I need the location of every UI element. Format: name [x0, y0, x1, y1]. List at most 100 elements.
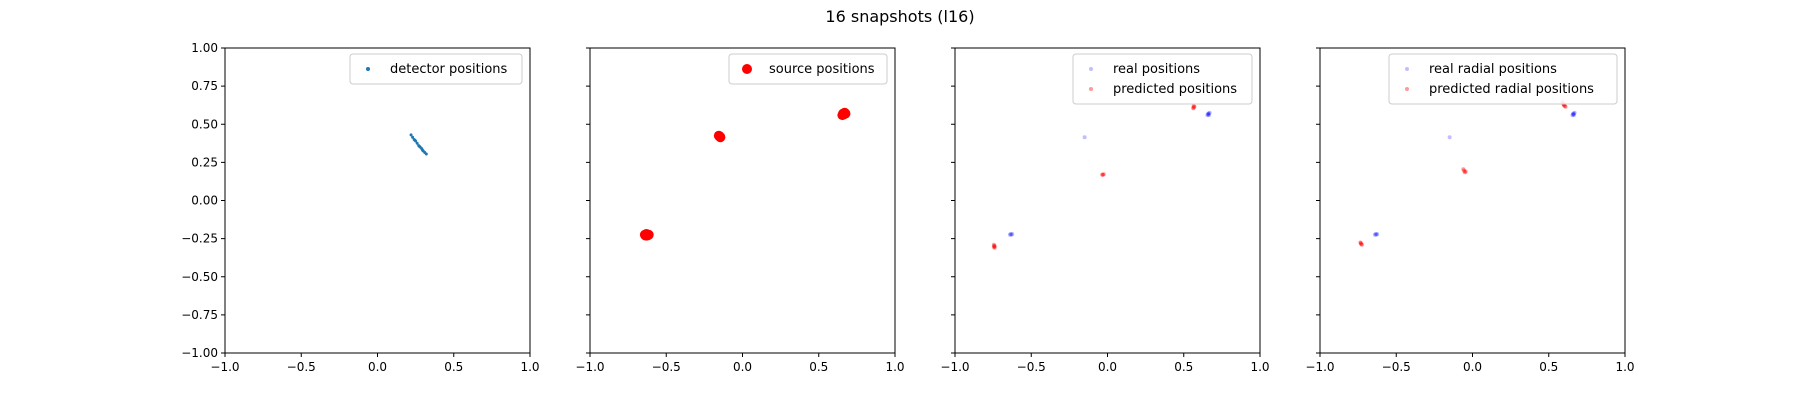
series-1	[409, 133, 428, 156]
data-point	[1007, 232, 1012, 237]
data-point	[1191, 106, 1196, 111]
data-point	[992, 244, 997, 249]
data-point	[713, 130, 724, 141]
y-tick-label: 0.50	[191, 117, 218, 131]
data-point	[1100, 172, 1105, 177]
x-tick-label: 0.0	[733, 360, 752, 374]
data-point	[1570, 113, 1575, 118]
data-point	[1372, 232, 1377, 237]
series-2	[991, 103, 1197, 250]
subplot-panels: −1.0 −0.5 0.0 0.5 1.0 −1.00 −0.75 −0.50 −0.25 0.0…	[181, 41, 1634, 374]
legend-marker	[366, 67, 370, 71]
legend-box	[349, 53, 523, 85]
data-point	[424, 152, 428, 156]
plot-area	[225, 48, 530, 353]
data-point	[1563, 104, 1568, 109]
data-point	[1010, 232, 1015, 237]
legend-box	[1072, 53, 1253, 105]
subplot-3: −1.0 −0.5 0.0 0.5 1.0 real positions predicted…	[940, 47, 1270, 374]
legend-marker	[1405, 67, 1409, 71]
x-tick-label: 0.5	[809, 360, 828, 374]
data-point	[1571, 113, 1576, 118]
data-point	[1192, 104, 1197, 109]
y-tick-label: 0.75	[191, 79, 218, 93]
data-point	[1206, 111, 1211, 116]
x-tick-label: 1.0	[520, 360, 539, 374]
legend-marker	[1089, 87, 1093, 91]
y-tick-label: −1.00	[181, 346, 218, 360]
legend-label: detector positions	[390, 62, 508, 77]
series-1	[1372, 110, 1577, 237]
legend: real positions predicted positions	[1072, 53, 1253, 105]
data-point	[1008, 232, 1013, 237]
subplot-2: −1.0 −0.5 0.0 0.5 1.0 source positions	[575, 47, 905, 374]
legend-marker	[1405, 87, 1409, 91]
legend: detector positions	[349, 53, 523, 85]
legend-label: real radial positions	[1429, 62, 1557, 77]
y-tick-label: 0.25	[191, 155, 218, 169]
data-point	[1461, 167, 1466, 172]
data-point	[411, 135, 415, 139]
x-tick-label: −0.5	[287, 360, 316, 374]
y-tick-label: −0.25	[181, 232, 218, 246]
legend-label: predicted positions	[1113, 82, 1237, 97]
legend: source positions	[728, 53, 888, 85]
axes-frame	[954, 47, 1261, 354]
legend: real radial positions predicted radial po…	[1388, 53, 1618, 105]
data-point	[991, 242, 996, 247]
x-tick-label: 0.0	[1463, 360, 1482, 374]
data-point	[1447, 135, 1452, 140]
x-tick-label: 0.0	[1098, 360, 1117, 374]
data-point	[1101, 172, 1106, 177]
x-tick-label: 1.0	[885, 360, 904, 374]
data-point	[991, 245, 996, 250]
x-tick-label: −1.0	[575, 360, 604, 374]
data-point	[1572, 110, 1577, 115]
data-point	[1359, 242, 1364, 247]
series-1	[639, 107, 851, 241]
x-tick-label: −1.0	[940, 360, 969, 374]
axes-frame	[1319, 47, 1626, 354]
legend-label: source positions	[769, 62, 875, 77]
x-tick-label: 0.5	[1539, 360, 1558, 374]
x-tick-label: −1.0	[210, 360, 239, 374]
data-point	[1562, 103, 1567, 108]
data-point	[1571, 111, 1576, 116]
data-point	[420, 148, 424, 152]
data-point	[413, 138, 417, 142]
data-point	[1571, 111, 1576, 116]
axes-frame	[589, 47, 896, 354]
data-point	[1206, 112, 1211, 117]
x-tick-label: 0.0	[368, 360, 387, 374]
y-tick-label: −0.75	[181, 308, 218, 322]
y-tick-label: 0.00	[191, 194, 218, 208]
y-tick-label: 1.00	[191, 41, 218, 55]
x-tick-label: −1.0	[1305, 360, 1334, 374]
data-point	[1359, 241, 1364, 246]
data-point	[1191, 105, 1196, 110]
data-point	[1462, 168, 1467, 173]
data-point	[1100, 172, 1105, 177]
data-point	[992, 245, 997, 250]
subplot-1: −1.0 −0.5 0.0 0.5 1.0 −1.00 −0.75 −0.50 −0.25 0.0…	[181, 41, 539, 374]
x-tick-label: 1.0	[1250, 360, 1269, 374]
data-point	[1463, 169, 1468, 174]
data-point	[409, 133, 413, 137]
y-tick-label: −0.50	[181, 270, 218, 284]
data-point	[1571, 112, 1576, 117]
data-point	[1207, 110, 1212, 115]
x-tick-label: −0.5	[1017, 360, 1046, 374]
data-point	[640, 230, 651, 241]
data-point	[1358, 241, 1363, 246]
figure-title: 16 snapshots (l16)	[825, 7, 974, 26]
data-point	[1462, 170, 1467, 175]
data-point	[417, 144, 421, 148]
x-tick-label: 1.0	[1615, 360, 1634, 374]
legend-marker	[742, 64, 752, 74]
data-point	[1375, 232, 1380, 237]
data-point	[1206, 113, 1211, 118]
subplot-4: −1.0 −0.5 0.0 0.5 1.0 real radial positions pr…	[1305, 47, 1635, 374]
x-tick-label: −0.5	[1382, 360, 1411, 374]
legend-box	[1388, 53, 1618, 105]
